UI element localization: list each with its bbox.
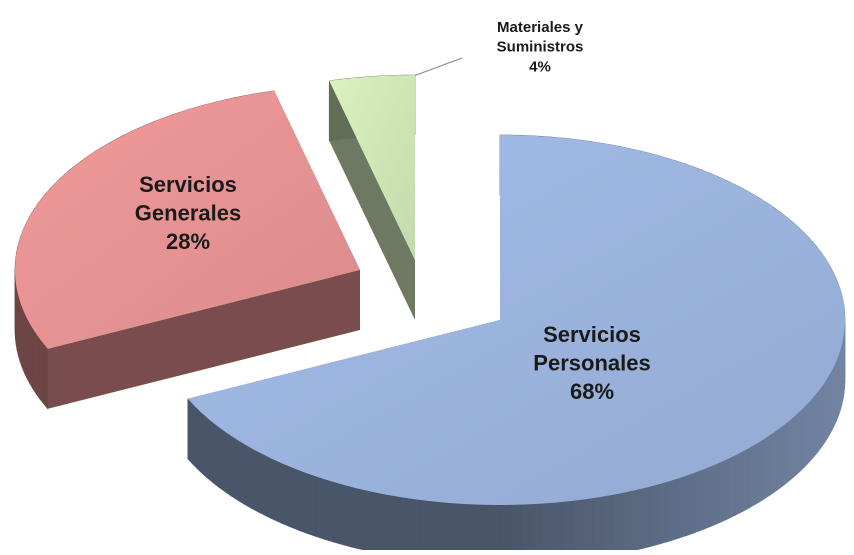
slice-side [522, 504, 532, 550]
slice-side [22, 307, 24, 372]
slice-side [512, 505, 522, 550]
slice-side [225, 432, 231, 496]
slice-side [834, 361, 836, 426]
slice-side [642, 486, 651, 548]
slice-side [678, 476, 687, 539]
slice-side [660, 481, 669, 544]
slice-side [481, 505, 491, 550]
slice-side [553, 502, 563, 550]
slice-side [613, 493, 623, 550]
slice-side [213, 423, 219, 488]
slice-side [420, 500, 430, 550]
slice-side [252, 449, 259, 513]
slice-value-label: 68% [570, 379, 614, 404]
slice-side [267, 456, 275, 520]
slice-side [543, 503, 553, 550]
slice-side [352, 487, 361, 549]
slice-side [471, 504, 481, 550]
slice-side [770, 431, 776, 495]
slice-side [450, 503, 460, 550]
slice-side [804, 402, 809, 467]
slice-side [371, 492, 381, 550]
slice-side [192, 404, 197, 469]
slice-side [603, 495, 613, 550]
slice-side [563, 501, 573, 550]
slice-side [704, 466, 712, 529]
slice-side [430, 501, 440, 550]
slice-side [818, 387, 822, 452]
slice-side [593, 497, 603, 550]
slice-side [400, 497, 410, 550]
slice-side [799, 407, 804, 472]
slice-side [583, 498, 593, 550]
slice-side [794, 412, 799, 477]
slice-side [24, 312, 27, 377]
slice-side [821, 382, 825, 447]
slice-side [197, 409, 202, 474]
slice-side [290, 467, 298, 530]
slice-side [502, 505, 512, 550]
slice-side [44, 344, 48, 409]
slice-side [573, 500, 583, 550]
slice-side [202, 413, 207, 478]
slice-side [695, 469, 703, 532]
slice-side [238, 440, 245, 504]
slice-side [651, 484, 660, 546]
slice-side [777, 426, 783, 490]
slice-side [29, 323, 32, 388]
slice-side [736, 451, 743, 515]
slice-value-label: 4% [529, 58, 551, 75]
slice-side [282, 464, 290, 527]
slice-side [325, 479, 334, 542]
slice-side [36, 333, 40, 398]
slice-side [188, 399, 193, 464]
slice-side [460, 504, 470, 550]
slice-side [334, 482, 343, 545]
slice-side [343, 485, 352, 547]
slice-side [809, 397, 813, 462]
slice-side [831, 366, 834, 431]
slice-side [720, 459, 728, 523]
slice-side [274, 460, 282, 524]
slice-side [788, 417, 794, 482]
slice-side [33, 328, 36, 393]
slice-side [783, 421, 789, 486]
slice-side [632, 489, 641, 550]
slice-side [245, 445, 252, 509]
slice-side [27, 318, 30, 383]
slice-side [728, 455, 736, 519]
slice-side [307, 473, 316, 536]
slice-side [491, 505, 501, 550]
slice-side [208, 418, 214, 483]
slice-side [622, 491, 632, 550]
slice-side [764, 435, 771, 499]
slice-side [757, 439, 764, 503]
slice-side [532, 504, 542, 550]
slice-side [825, 377, 828, 442]
slice-side [440, 502, 450, 550]
slice-side [390, 495, 400, 550]
slice-side [219, 427, 225, 491]
slice-side [316, 476, 325, 539]
slice-value-label: 28% [166, 229, 210, 254]
slice-side [828, 371, 831, 436]
slice-side [380, 494, 390, 550]
slice-side [299, 470, 307, 533]
slice-side [361, 489, 370, 550]
slice-side [750, 443, 757, 507]
slice-side [40, 339, 44, 404]
slice-side [410, 499, 420, 550]
slice-side [712, 462, 720, 525]
slice-side [837, 355, 839, 420]
slice-side [813, 392, 817, 457]
slice-side [687, 472, 696, 535]
slice-side [743, 447, 750, 511]
slice-side [231, 436, 238, 500]
slice-side [259, 452, 266, 516]
slice-side [669, 478, 678, 541]
